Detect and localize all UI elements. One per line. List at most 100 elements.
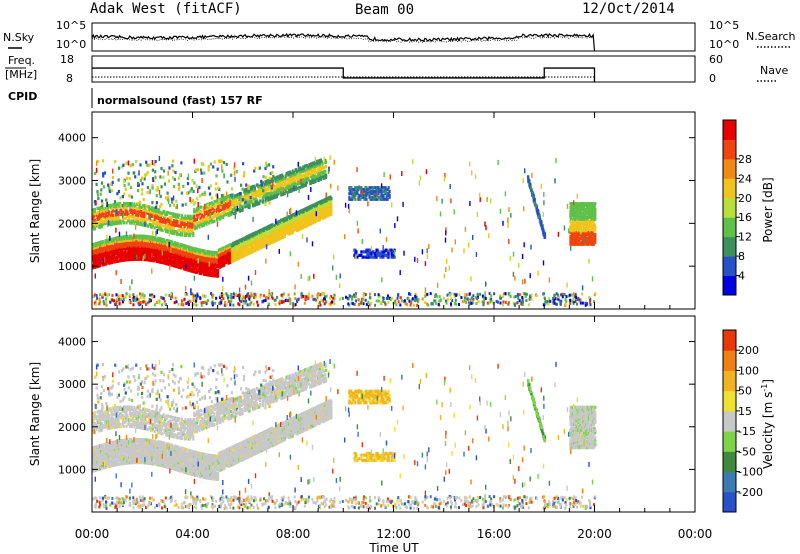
data-point (215, 182, 218, 186)
data-point (104, 206, 107, 211)
data-point (388, 193, 391, 197)
data-point (314, 167, 317, 171)
data-point (179, 173, 182, 177)
data-point (153, 226, 156, 230)
data-point (99, 264, 102, 268)
data-point (216, 200, 220, 205)
data-point (238, 203, 242, 207)
data-point (572, 206, 575, 210)
data-point (203, 191, 206, 195)
data-point (582, 204, 586, 208)
data-point (168, 255, 171, 259)
data-point (569, 231, 572, 235)
data-point (187, 214, 190, 218)
data-point (178, 228, 181, 232)
data-point (267, 187, 270, 191)
data-point (128, 244, 131, 248)
data-point (156, 254, 159, 258)
data-point (105, 215, 108, 219)
data-point (150, 247, 153, 251)
data-point (137, 246, 140, 250)
data-point (288, 179, 291, 183)
data-point (219, 205, 222, 209)
data-point (264, 175, 267, 179)
data-point (121, 195, 124, 199)
data-point (155, 244, 158, 248)
data-point (579, 204, 582, 208)
data-point (194, 266, 198, 270)
data-point (218, 213, 221, 217)
data-point (132, 208, 135, 212)
data-point (105, 262, 108, 266)
data-point (582, 234, 585, 239)
data-point (124, 216, 127, 221)
data-point (302, 165, 305, 169)
data-point (243, 190, 246, 194)
data-point (569, 202, 572, 206)
data-point (182, 227, 185, 231)
data-point (579, 236, 583, 240)
data-point (189, 214, 192, 218)
data-point (115, 215, 118, 219)
data-point (103, 215, 106, 219)
data-point (579, 225, 583, 229)
data-point (180, 218, 183, 222)
data-point (175, 215, 178, 219)
data-point (584, 233, 587, 237)
data-point (186, 245, 189, 249)
cpid-text: normalsound (fast) 157 RF (97, 94, 263, 107)
data-point (296, 176, 299, 180)
data-point (104, 249, 107, 253)
data-point (589, 215, 592, 219)
data-point (527, 176, 530, 180)
data-point (584, 213, 587, 217)
data-point (266, 181, 269, 185)
data-point (287, 173, 290, 177)
data-point (211, 207, 214, 211)
data-point (163, 257, 166, 261)
data-point (149, 254, 152, 258)
data-point (191, 216, 194, 221)
data-point (579, 209, 583, 214)
data-point (351, 197, 354, 201)
data-point (160, 224, 163, 228)
data-point (367, 250, 370, 254)
data-point (218, 265, 221, 269)
data-point (572, 242, 575, 246)
data-point (208, 192, 212, 196)
data-point (113, 237, 116, 241)
data-point (215, 193, 218, 197)
data-point (101, 214, 104, 218)
data-point (172, 256, 176, 260)
data-point (165, 221, 168, 225)
data-point (100, 210, 103, 214)
data-point (138, 203, 141, 207)
data-point (306, 221, 309, 225)
data-point (351, 191, 354, 196)
data-point (147, 224, 150, 228)
data-point (582, 242, 586, 246)
data-point (194, 224, 197, 229)
data-point (154, 211, 157, 215)
data-point (264, 199, 267, 203)
data-point (252, 241, 256, 245)
data-point (591, 211, 594, 215)
data-point (588, 240, 591, 244)
data-point (570, 217, 573, 221)
data-point (115, 221, 118, 225)
data-point (182, 216, 185, 220)
data-point (570, 242, 574, 246)
data-point (129, 164, 132, 168)
data-point (106, 250, 109, 254)
data-point (253, 203, 256, 207)
nsky-frame (91, 22, 696, 52)
data-point (204, 193, 207, 197)
data-point (259, 193, 262, 197)
data-point (167, 195, 170, 199)
data-point (392, 250, 395, 254)
data-point (249, 243, 252, 247)
data-point (302, 184, 305, 188)
data-point (380, 188, 383, 192)
data-point (171, 227, 174, 231)
data-point (313, 171, 316, 175)
